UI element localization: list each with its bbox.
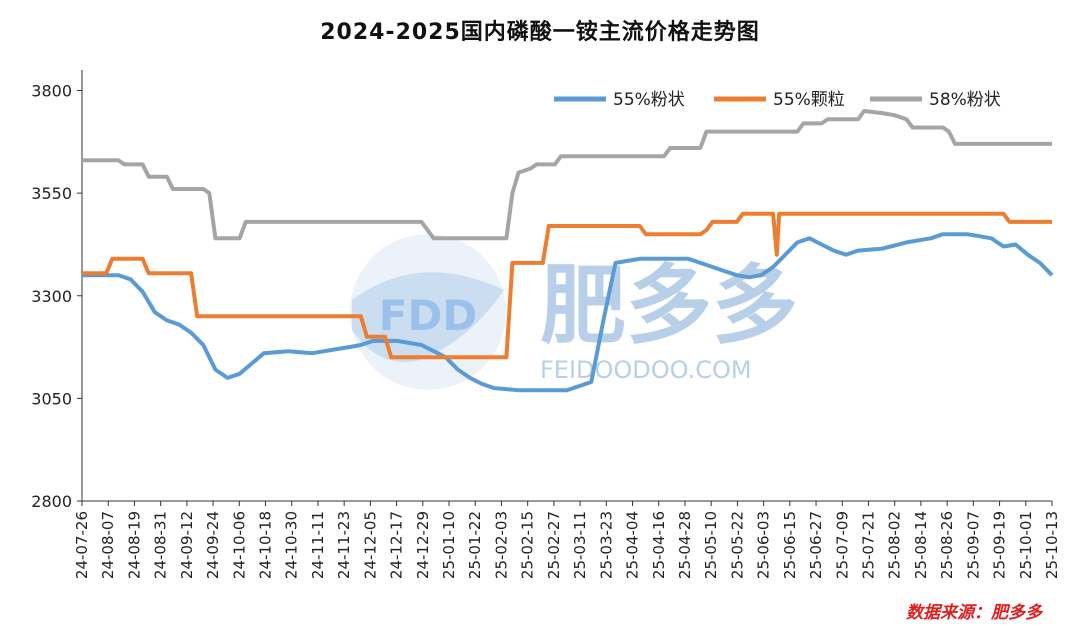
x-tick-label: 25-04-28 [676, 511, 694, 579]
x-tick-label: 25-05-22 [728, 511, 746, 579]
y-tick-label: 3800 [31, 82, 72, 101]
x-tick-label: 25-03-23 [597, 511, 615, 579]
x-tick-label: 25-09-19 [991, 511, 1009, 579]
x-tick-label: 24-10-18 [257, 511, 275, 579]
x-tick-label: 25-05-10 [702, 511, 720, 579]
x-tick-label: 25-08-02 [886, 511, 904, 579]
x-tick-label: 24-10-06 [230, 511, 248, 579]
y-tick-label: 2800 [31, 492, 72, 511]
x-tick-label: 25-10-13 [1043, 511, 1061, 579]
data-source-note: 数据来源：肥多多 [906, 603, 1042, 623]
x-tick-label: 25-02-27 [545, 511, 563, 579]
x-tick-label: 24-12-29 [414, 511, 432, 579]
series-line-2 [82, 109, 1052, 241]
x-tick-label: 24-09-12 [178, 511, 196, 579]
chart-title: 2024-2025国内磷酸一铵主流价格走势图 [320, 20, 760, 45]
x-tick-label: 24-09-24 [204, 511, 222, 579]
x-tick-label: 25-06-15 [781, 511, 799, 579]
legend-label-58p: 58%粉状 [929, 90, 1001, 110]
y-axis-ticks: 2800 3050 3300 3550 3800 [31, 82, 82, 511]
watermark-logo-text: FDD [379, 291, 477, 340]
x-tick-label: 25-06-03 [755, 511, 773, 579]
watermark-brand-text: 肥多多 [540, 256, 798, 356]
x-tick-label: 25-02-03 [492, 511, 510, 579]
x-tick-label: 25-07-09 [833, 511, 851, 579]
x-tick-label: 24-11-11 [309, 511, 327, 579]
legend: 55%粉状 55%颗粒 58%粉状 [554, 90, 1001, 110]
y-tick-label: 3050 [31, 389, 72, 408]
watermark: FDD 肥多多 FEIDOODOO.COM [350, 234, 798, 390]
series-line-1 [82, 211, 1052, 360]
x-tick-label: 25-01-22 [466, 511, 484, 579]
x-tick-label: 25-10-01 [1017, 511, 1035, 579]
watermark-site-text: FEIDOODOO.COM [540, 356, 752, 384]
x-tick-label: 25-07-21 [859, 511, 877, 579]
x-tick-label: 25-01-10 [440, 511, 458, 579]
y-tick-label: 3300 [31, 287, 72, 306]
series-lines [82, 109, 1054, 393]
x-tick-label: 24-08-07 [99, 511, 117, 579]
x-tick-label: 25-02-15 [519, 511, 537, 579]
x-tick-label: 24-12-17 [388, 511, 406, 579]
x-tick-label: 24-12-05 [361, 511, 379, 579]
x-tick-label: 24-07-26 [73, 511, 91, 579]
legend-label-55p: 55%粉状 [613, 90, 685, 110]
x-tick-label: 24-10-30 [283, 511, 301, 579]
x-tick-label: 25-04-04 [624, 511, 642, 579]
x-axis-ticks: 24-07-26 24-08-07 24-08-19 24-08-31 24-09-12… [73, 501, 1061, 579]
x-tick-label: 24-08-31 [152, 511, 170, 579]
x-tick-label: 25-08-14 [912, 511, 930, 579]
y-tick-label: 3550 [31, 184, 72, 203]
x-tick-label: 25-04-16 [650, 511, 668, 579]
x-tick-label: 24-11-23 [335, 511, 353, 579]
x-tick-label: 25-09-07 [964, 511, 982, 579]
series-line-0 [82, 232, 1054, 393]
x-tick-label: 24-08-19 [125, 511, 143, 579]
x-tick-label: 25-06-27 [807, 511, 825, 579]
x-tick-label: 25-03-11 [571, 511, 589, 579]
x-tick-label: 25-08-26 [938, 511, 956, 579]
legend-label-55g: 55%颗粒 [773, 90, 845, 110]
